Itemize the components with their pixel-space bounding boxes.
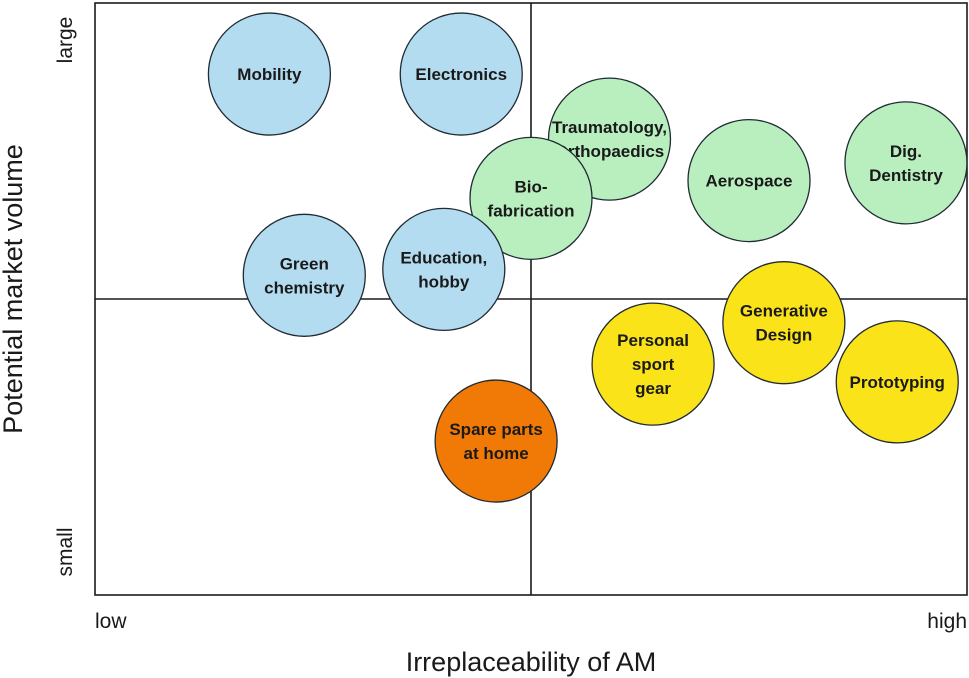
bubble-label: Personal [617, 331, 689, 350]
bubble-label: gear [635, 379, 671, 398]
bubble-label: Aerospace [706, 172, 793, 191]
bubble-traumatology-orthopaedics: Traumatology, Orthopaedics [547, 77, 672, 201]
bubble-label: Mobility [237, 65, 302, 84]
bubble-label: chemistry [264, 278, 345, 297]
y-axis-title: Potential market volume [0, 144, 28, 434]
bubble-label: Spare parts [449, 420, 543, 439]
bubble-circle [835, 320, 959, 444]
bubble-circle [722, 261, 846, 385]
bubble-label: Green [280, 254, 329, 273]
bubble-bio-fabrication: Bio-fabrication [469, 136, 593, 261]
bubble-label: Design [756, 326, 813, 345]
bubble-green-chemistry: Green chemistry [242, 213, 366, 337]
bubble-circle [434, 379, 558, 503]
bubble-personal-sport-gear: Personal sport gear [591, 302, 715, 426]
bubble-spare-parts-at-home: Spare parts at home [434, 379, 558, 503]
bubble-label: fabrication [488, 201, 575, 220]
bubble-label: Dig. [890, 142, 922, 161]
bubble-circle [687, 118, 811, 243]
bubble-label: Dentistry [869, 166, 943, 185]
bubble-label: at home [464, 444, 529, 463]
bubble-circle [844, 101, 968, 225]
bubble-circle [469, 136, 593, 261]
bubble-electronics: Electronics [399, 12, 523, 136]
x-tick-high: high [927, 610, 967, 633]
bubble-label: Education, [400, 248, 487, 267]
x-axis-title: Irreplaceability of AM [406, 647, 657, 677]
y-tick-small: small [54, 527, 77, 576]
bubble-label: Electronics [415, 65, 507, 84]
bubble-label: Prototyping [850, 373, 945, 392]
bubble-label: Generative [740, 302, 828, 321]
bubble-circle [207, 12, 332, 136]
y-tick-large: large [54, 17, 77, 64]
bubble-circle [399, 12, 523, 136]
bubble-aerospace: Aerospace [687, 118, 811, 243]
bubble-label: hobby [418, 272, 470, 291]
bubble-label: Traumatology, [552, 118, 667, 137]
bubble-label: sport [632, 355, 675, 374]
bubble-generative-design: Generative Design [722, 261, 846, 385]
bubble-education-hobby: Education, hobby [382, 207, 506, 332]
bubble-label: Orthopaedics [555, 142, 665, 161]
bubble-dig-dentistry: Dig. Dentistry [844, 101, 968, 225]
axis-labels: low high large small Irreplaceability of… [0, 17, 967, 677]
x-tick-low: low [95, 610, 127, 633]
bubble-mobility: Mobility [207, 12, 332, 136]
bubble-circle [591, 302, 715, 426]
bubble-circle [242, 213, 366, 337]
bubble-prototyping: Prototyping [835, 320, 959, 444]
bubble-label: Bio- [514, 177, 547, 196]
bubbles: Mobility Electronics Traumatology, Orthopae… [207, 12, 968, 503]
bubble-circle [382, 207, 506, 332]
